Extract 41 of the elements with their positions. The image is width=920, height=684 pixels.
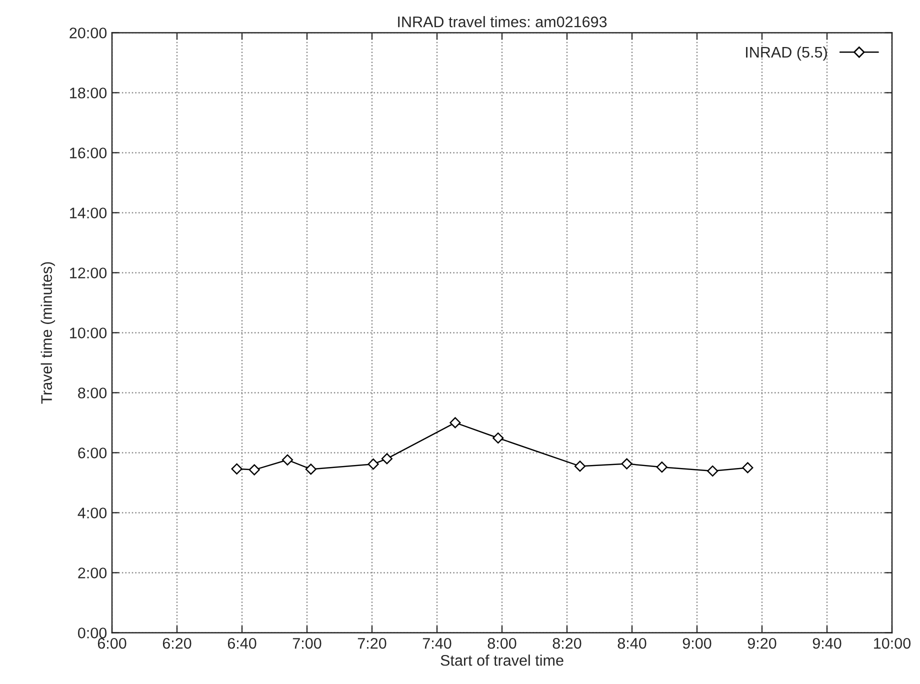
x-tick-label: 10:00 [874,638,911,649]
point [305,464,316,475]
y-tick-label: 14:00 [70,208,107,218]
x-axis-title: Start of travel time [440,654,564,666]
x-tick-label: 8:40 [618,638,646,649]
y-tick-label: 2:00 [78,568,107,578]
y-axis-title: Travel time (minutes) [40,262,56,404]
point [381,453,392,464]
x-tick-label: 8:00 [488,638,516,649]
x-tick-label: 6:00 [98,638,126,649]
y-tick-label: 16:00 [70,148,107,158]
point [231,463,242,474]
y-tick-label: 6:00 [78,448,107,458]
x-tick-label: 6:40 [228,638,256,649]
x-tick-label: 7:20 [358,638,386,649]
x-tick-label: 9:00 [682,638,712,649]
point [368,458,379,470]
y-tick-label: 10:00 [70,328,107,338]
legend-label: INRAD (5.5) [746,46,827,61]
chart-title: INRAD travel times: am021693 [398,16,607,28]
point [707,465,718,477]
point [492,432,504,444]
point [742,462,754,474]
point [656,462,668,473]
y-tick-label: 12:00 [70,268,107,278]
y-tick-label: 20:00 [70,28,107,38]
x-tick-label: 6:20 [162,638,192,649]
x-tick-label: 9:40 [812,638,842,649]
y-tick-label: 0:00 [78,628,107,638]
y-tick-label: 4:00 [78,508,107,518]
x-tick-label: 8:20 [552,638,582,649]
y-tick-label: 18:00 [70,88,107,98]
point [574,460,586,472]
point [248,464,260,476]
point [282,454,294,466]
x-tick-label: 9:20 [748,638,776,649]
y-tick-label: 8:00 [78,388,107,398]
point [450,417,461,428]
point [621,458,632,470]
x-tick-label: 7:00 [292,638,322,649]
x-tick-label: 7:40 [422,638,452,649]
